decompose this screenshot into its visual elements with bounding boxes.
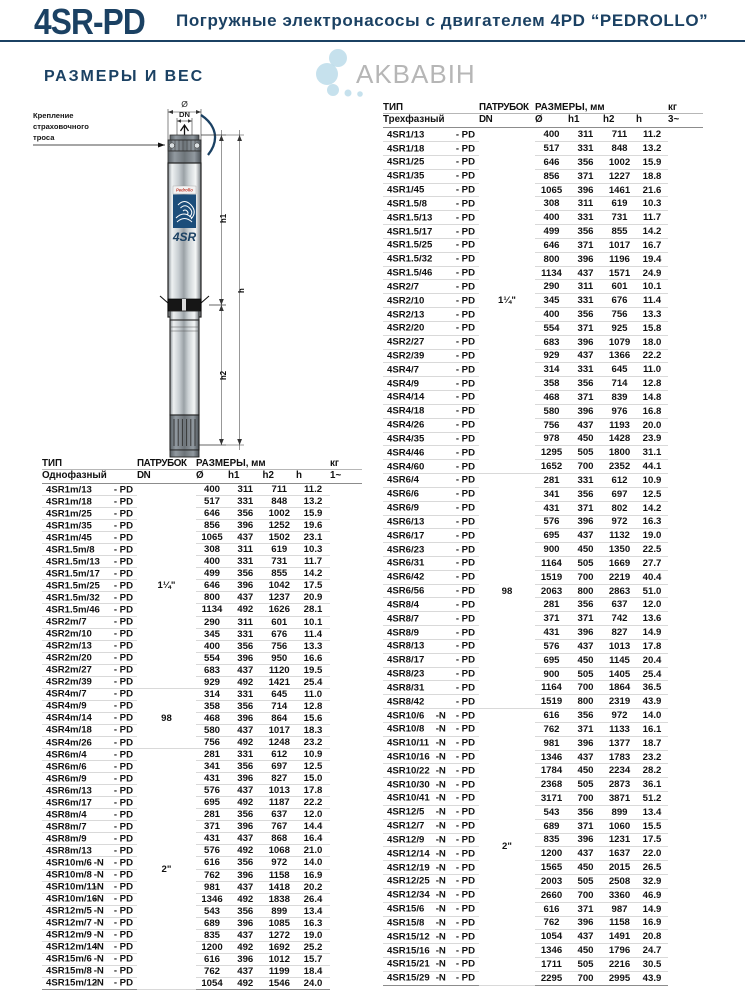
svg-text:Ø: Ø xyxy=(181,99,188,109)
svg-text:троса: троса xyxy=(33,133,55,142)
svg-text:h: h xyxy=(237,288,246,293)
svg-text:h2: h2 xyxy=(219,370,228,380)
svg-text:страховочного: страховочного xyxy=(33,122,89,131)
svg-text:DN: DN xyxy=(179,110,190,119)
svg-text:Крепление: Крепление xyxy=(33,111,74,120)
svg-text:AKBABIH: AKBABIH xyxy=(356,59,476,89)
svg-text:h1: h1 xyxy=(219,213,228,223)
svg-text:4SR: 4SR xyxy=(172,230,197,244)
svg-text:Pedrollo: Pedrollo xyxy=(176,188,193,193)
